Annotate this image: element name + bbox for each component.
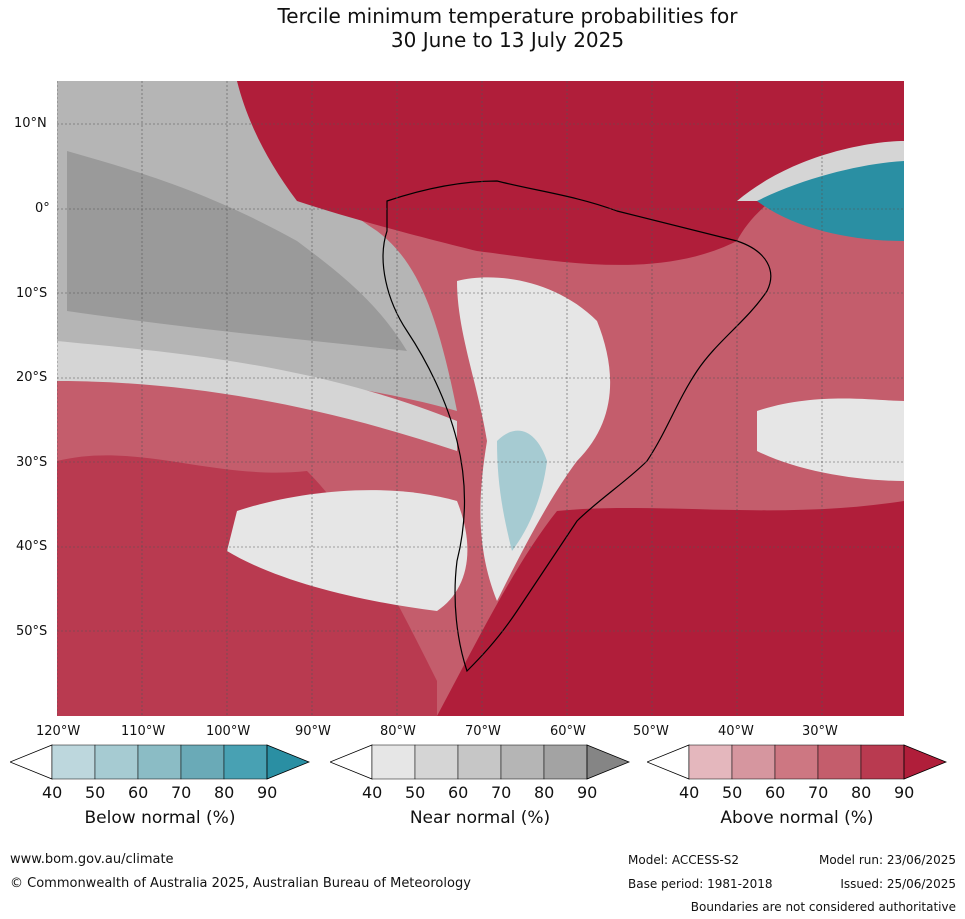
colorbar-swatch	[371, 744, 416, 780]
copyright-text: © Commonwealth of Australia 2025, Austra…	[10, 876, 471, 891]
colorbar-low-extension	[10, 744, 53, 780]
website-url: www.bom.gov.au/climate	[10, 852, 174, 867]
colorbar-tick-label: 90	[257, 783, 278, 802]
colorbar-high-extension	[903, 744, 947, 780]
colorbar-swatch	[94, 744, 139, 780]
colorbar-tick-label: 70	[171, 783, 192, 802]
colorbar-tick-label: 40	[42, 783, 63, 802]
southern-ocean-red	[437, 501, 904, 716]
colorbar-tick-label: 50	[405, 783, 426, 802]
lon-label: 100°W	[206, 724, 251, 739]
south-pacific-light	[227, 490, 468, 611]
colorbar-tick-label: 40	[679, 783, 700, 802]
atlantic-near-normal-ring	[737, 141, 904, 201]
map-title: Tercile minimum temperature probabilitie…	[0, 4, 965, 52]
colorbar-swatch	[688, 744, 733, 780]
lat-label: 10°S	[16, 286, 48, 301]
probability-map	[57, 81, 904, 716]
lon-label: 110°W	[121, 724, 166, 739]
near-normal-colorbar	[330, 744, 630, 780]
lon-label: 60°W	[550, 724, 586, 739]
below-normal-colorbar	[10, 744, 310, 780]
atlantic-below-normal	[757, 161, 904, 241]
lat-label: 40°S	[16, 539, 48, 554]
interior-below-normal	[497, 430, 547, 551]
colorbar-tick-label: 70	[808, 783, 829, 802]
colorbar-tick-label: 60	[448, 783, 469, 802]
colorbar-swatch	[414, 744, 459, 780]
colorbar-tick-label: 90	[577, 783, 598, 802]
model-text: Model: ACCESS-S2	[628, 853, 740, 867]
colorbar-tick-label: 60	[128, 783, 149, 802]
above-normal-colorbar	[647, 744, 947, 780]
base-period-text: Base period: 1981-2018	[628, 877, 773, 891]
colorbar-low-extension	[330, 744, 373, 780]
lat-label: 30°S	[16, 455, 48, 470]
issued-text: Issued: 25/06/2025	[840, 877, 956, 891]
lon-label: 50°W	[633, 724, 669, 739]
title-line-1: Tercile minimum temperature probabilitie…	[277, 4, 738, 28]
disclaimer-text: Boundaries are not considered authoritat…	[690, 900, 956, 914]
colorbar-swatch	[51, 744, 96, 780]
graticule	[57, 81, 904, 716]
colorbar-tick-label: 60	[765, 783, 786, 802]
south-america-coastline	[382, 180, 772, 673]
colorbar-low-extension	[647, 744, 690, 780]
colorbar-tick-label: 40	[362, 783, 383, 802]
colorbar-tick-label: 50	[722, 783, 743, 802]
pacific-near-normal-dark	[67, 151, 407, 351]
above-normal-label: Above normal (%)	[720, 808, 874, 828]
colorbar-swatch	[180, 744, 225, 780]
atlantic-grey-patch	[757, 398, 904, 481]
below-normal-label: Below normal (%)	[84, 808, 236, 828]
colorbar-high-extension	[586, 744, 630, 780]
colorbar-swatch	[774, 744, 819, 780]
colorbar-tick-label: 80	[534, 783, 555, 802]
colorbar-swatch	[731, 744, 776, 780]
lon-label: 40°W	[718, 724, 754, 739]
near-normal-label: Near normal (%)	[409, 808, 551, 828]
colorbar-tick-label: 80	[214, 783, 235, 802]
colorbar-tick-label: 80	[851, 783, 872, 802]
pacific-light-band	[57, 341, 457, 451]
lat-label: 50°S	[16, 624, 48, 639]
lat-label: 20°S	[16, 370, 48, 385]
colorbar-tick-label: 50	[85, 783, 106, 802]
colorbar-tick-label: 70	[491, 783, 512, 802]
colorbar-swatch	[500, 744, 545, 780]
lon-label: 80°W	[380, 724, 416, 739]
lon-label: 120°W	[36, 724, 81, 739]
lon-label: 70°W	[465, 724, 501, 739]
lat-label: 10°N	[14, 116, 47, 131]
lon-label: 30°W	[802, 724, 838, 739]
colorbar-swatch	[860, 744, 905, 780]
colorbar-high-extension	[266, 744, 310, 780]
model-run-text: Model run: 23/06/2025	[818, 853, 956, 867]
colorbar-swatch	[457, 744, 502, 780]
colorbar-tick-label: 90	[894, 783, 915, 802]
colorbar-swatch	[137, 744, 182, 780]
colorbar-swatch	[817, 744, 862, 780]
lon-label: 90°W	[295, 724, 331, 739]
lat-label: 0°	[35, 201, 50, 216]
title-line-2: 30 June to 13 July 2025	[390, 28, 625, 52]
colorbar-swatch	[543, 744, 588, 780]
colorbar-swatch	[223, 744, 268, 780]
